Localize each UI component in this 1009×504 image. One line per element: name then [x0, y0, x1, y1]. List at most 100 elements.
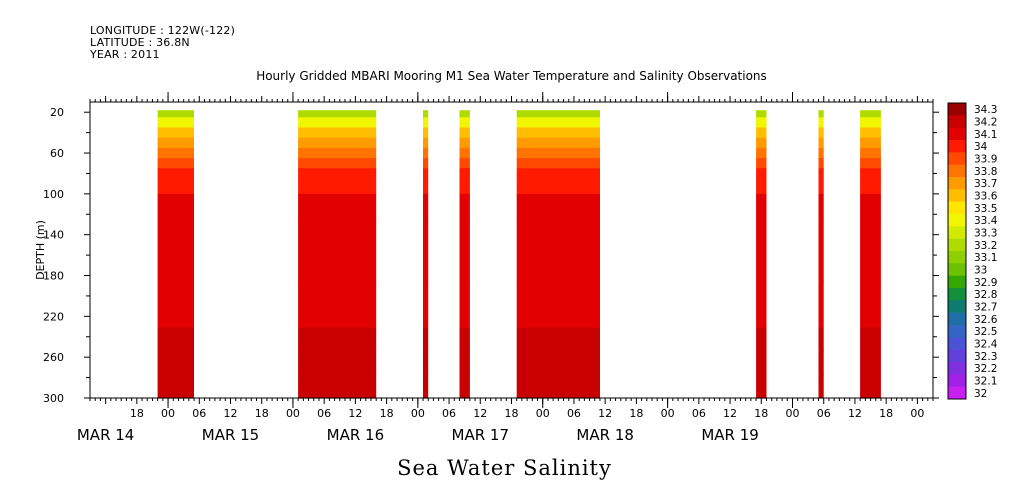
- salinity-cell: [516, 327, 600, 352]
- salinity-cell: [298, 110, 377, 118]
- salinity-cell: [459, 137, 470, 149]
- x-date-label: MAR 19: [701, 426, 758, 444]
- x-tick-label: 12: [473, 407, 487, 420]
- salinity-cell: [423, 327, 429, 352]
- colorbar-label: 32.3: [974, 351, 997, 363]
- colorbar-label: 33.5: [974, 203, 997, 215]
- x-tick-label: 00: [161, 407, 175, 420]
- salinity-cell: [756, 219, 767, 282]
- salinity-cell: [157, 127, 194, 139]
- salinity-cell: [459, 127, 470, 139]
- salinity-cell: [459, 350, 470, 376]
- x-tick-label: 18: [754, 407, 768, 420]
- x-tick-label: 06: [442, 407, 456, 420]
- colorbar-label: 33: [974, 265, 987, 277]
- salinity-cell: [423, 147, 429, 159]
- salinity-cell: [818, 127, 824, 139]
- colorbar-swatch: [948, 251, 966, 264]
- salinity-cell: [459, 147, 470, 159]
- salinity-cell: [298, 137, 377, 149]
- salinity-cell: [459, 110, 470, 118]
- data-segment: [756, 110, 767, 399]
- salinity-cell: [298, 387, 377, 399]
- colorbar-swatch: [948, 152, 966, 165]
- salinity-cell: [756, 137, 767, 149]
- colorbar-swatch: [948, 140, 966, 153]
- salinity-cell: [298, 193, 377, 220]
- salinity-cell: [860, 127, 881, 139]
- salinity-cell: [860, 137, 881, 149]
- colorbar-swatch: [948, 189, 966, 202]
- salinity-cell: [298, 327, 377, 352]
- salinity-cell: [860, 219, 881, 282]
- salinity-cell: [423, 219, 429, 282]
- salinity-cell: [298, 117, 377, 129]
- salinity-cell: [756, 375, 767, 389]
- salinity-cell: [157, 147, 194, 159]
- salinity-cell: [818, 178, 824, 195]
- colorbar-swatch: [948, 103, 966, 116]
- salinity-cell: [516, 375, 600, 389]
- colorbar-swatch: [948, 300, 966, 313]
- data-segment: [516, 110, 600, 399]
- x-tick-label: 12: [348, 407, 362, 420]
- x-date-label: MAR 15: [202, 426, 259, 444]
- salinity-cell: [298, 158, 377, 169]
- colorbar-swatch: [948, 275, 966, 289]
- salinity-cell: [818, 147, 824, 159]
- latitude-label: LATITUDE : 36.8N: [90, 36, 190, 49]
- salinity-cell: [298, 280, 377, 329]
- colorbar-label: 34.1: [974, 129, 997, 141]
- salinity-cell: [423, 350, 429, 376]
- salinity-cell: [756, 327, 767, 352]
- salinity-cell: [860, 387, 881, 399]
- salinity-cell: [459, 375, 470, 389]
- colorbar-label: 33.7: [974, 178, 997, 190]
- salinity-cell: [860, 110, 881, 118]
- colorbar-label: 33.9: [974, 154, 997, 166]
- colorbar-label: 32: [974, 388, 987, 400]
- x-tick-label: 06: [817, 407, 831, 420]
- x-tick-label: 12: [848, 407, 862, 420]
- salinity-cell: [423, 178, 429, 195]
- colorbar-label: 34.2: [974, 117, 997, 129]
- salinity-cell: [459, 117, 470, 129]
- salinity-cell: [516, 193, 600, 220]
- salinity-cell: [423, 168, 429, 180]
- salinity-cell: [157, 193, 194, 220]
- salinity-cell: [860, 193, 881, 220]
- colorbar-swatch: [948, 238, 966, 252]
- salinity-cell: [818, 168, 824, 180]
- salinity-cell: [423, 117, 429, 129]
- x-tick-label: 00: [910, 407, 924, 420]
- colorbar-swatch: [948, 374, 966, 387]
- salinity-cell: [818, 387, 824, 399]
- salinity-cell: [756, 158, 767, 169]
- x-tick-label: 18: [879, 407, 893, 420]
- salinity-cell: [423, 280, 429, 329]
- salinity-cell: [860, 117, 881, 129]
- salinity-cell: [860, 147, 881, 159]
- colorbar-label: 33.3: [974, 228, 997, 240]
- year-label: YEAR : 2011: [90, 48, 160, 61]
- data-segment: [860, 110, 881, 399]
- salinity-cell: [298, 168, 377, 180]
- salinity-cell: [459, 158, 470, 169]
- salinity-cell: [298, 219, 377, 282]
- colorbar-swatch: [948, 288, 966, 301]
- colorbar-label: 32.8: [974, 289, 997, 301]
- salinity-cell: [516, 168, 600, 180]
- salinity-cell: [157, 387, 194, 399]
- x-tick-label: 00: [661, 407, 675, 420]
- colorbar-label: 33.4: [974, 215, 998, 227]
- y-tick-label: 60: [50, 147, 64, 160]
- data-segment: [818, 110, 824, 399]
- salinity-cell: [157, 117, 194, 129]
- salinity-cell: [423, 137, 429, 149]
- longitude-label: LONGITUDE : 122W(-122): [90, 24, 236, 37]
- salinity-cell: [516, 117, 600, 129]
- y-tick-label: 140: [43, 229, 64, 242]
- salinity-cell: [756, 168, 767, 180]
- salinity-cell: [860, 327, 881, 352]
- salinity-cell: [298, 375, 377, 389]
